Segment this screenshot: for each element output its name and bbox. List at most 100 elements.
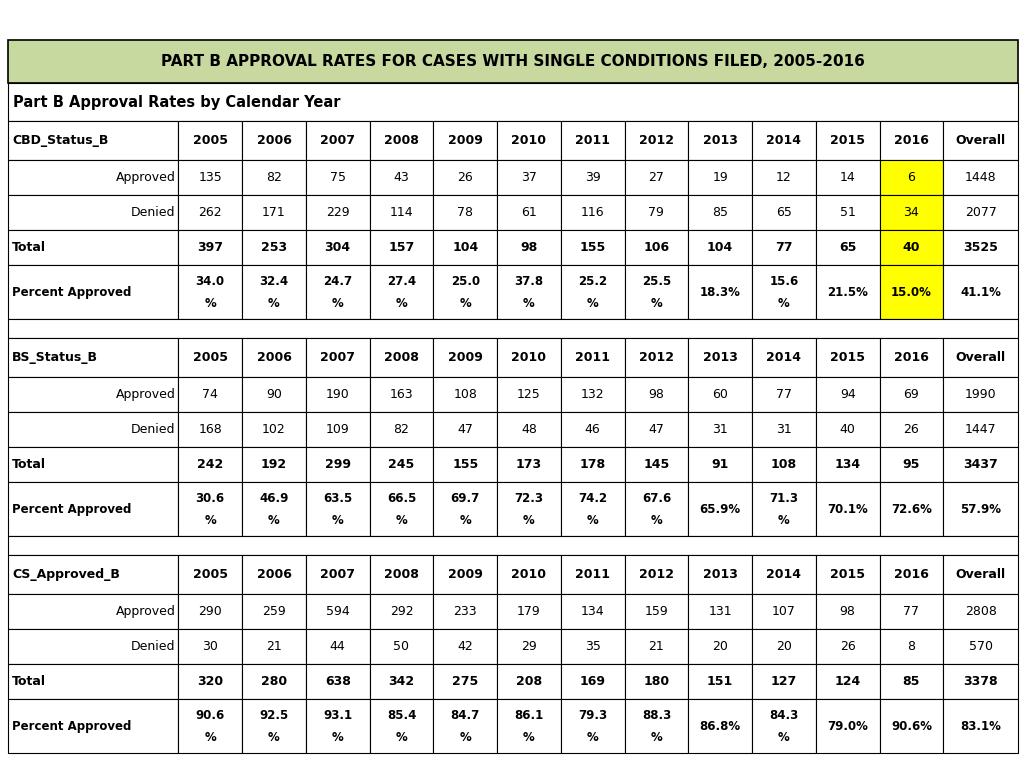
Text: 34: 34 [903,206,920,219]
Bar [816,230,880,265]
Text: 2008: 2008 [384,351,419,364]
Text: 51: 51 [840,206,856,219]
Text: 85: 85 [712,206,728,219]
Text: %: % [460,297,471,310]
Text: 25.2: 25.2 [579,275,607,288]
Text: 48: 48 [521,423,537,436]
Bar [561,121,625,160]
Bar [625,554,688,594]
Bar [943,482,1018,536]
Text: 179: 179 [517,605,541,618]
Bar [561,664,625,700]
Text: 31: 31 [776,423,792,436]
Bar [178,554,242,594]
Text: 19: 19 [713,171,728,184]
Bar [625,230,688,265]
Text: 3378: 3378 [964,675,998,688]
Text: Approved: Approved [116,171,175,184]
Bar [8,195,178,230]
Bar [561,377,625,412]
Text: %: % [778,515,790,528]
Text: 229: 229 [326,206,349,219]
Text: 135: 135 [199,171,222,184]
Bar [561,447,625,482]
Text: 65: 65 [839,241,856,254]
Bar [752,230,816,265]
Bar [561,554,625,594]
Bar [561,482,625,536]
Bar [625,594,688,629]
Text: 2008: 2008 [384,568,419,581]
Bar [688,230,752,265]
Bar [625,629,688,664]
Bar [370,482,433,536]
Bar [752,160,816,195]
Text: 107: 107 [772,605,796,618]
Bar [497,629,561,664]
Bar [625,377,688,412]
Text: 2006: 2006 [257,568,292,581]
Bar [816,195,880,230]
Bar [688,594,752,629]
Text: 2011: 2011 [575,568,610,581]
Bar [880,482,943,536]
Text: %: % [523,297,535,310]
Text: %: % [587,731,599,744]
Text: 280: 280 [261,675,287,688]
Bar [880,377,943,412]
Bar [943,265,1018,319]
Bar [625,482,688,536]
Text: 134: 134 [835,458,861,472]
Bar [8,629,178,664]
Bar [8,160,178,195]
Bar [816,160,880,195]
Bar [497,377,561,412]
Bar [370,338,433,377]
Bar [880,554,943,594]
Bar [433,377,497,412]
Text: 109: 109 [326,423,349,436]
Text: Percent Approved: Percent Approved [12,720,131,733]
Bar [242,554,306,594]
Bar [8,40,1018,84]
Text: 2005: 2005 [193,351,227,364]
Bar [752,554,816,594]
Bar [752,195,816,230]
Bar [688,664,752,700]
Text: 242: 242 [197,458,223,472]
Text: 18.3%: 18.3% [699,286,740,299]
Text: 83.1%: 83.1% [961,720,1001,733]
Bar [8,447,178,482]
Text: 2007: 2007 [321,134,355,147]
Bar [370,377,433,412]
Bar [433,700,497,753]
Bar [752,447,816,482]
Text: 21: 21 [648,640,665,653]
Text: 46: 46 [585,423,600,436]
Text: 2010: 2010 [511,351,547,364]
Text: 2015: 2015 [830,351,865,364]
Bar [370,664,433,700]
Text: 106: 106 [643,241,670,254]
Text: 84.3: 84.3 [769,709,799,722]
Bar [497,195,561,230]
Text: 43: 43 [393,171,410,184]
Text: 108: 108 [771,458,797,472]
Text: 84.7: 84.7 [451,709,480,722]
Text: 65: 65 [776,206,792,219]
Bar [178,338,242,377]
Bar [943,700,1018,753]
Bar [752,412,816,447]
Text: 65.9%: 65.9% [699,502,740,515]
Text: 91: 91 [712,458,729,472]
Bar [943,664,1018,700]
Text: %: % [205,297,216,310]
Bar [625,160,688,195]
Bar [880,338,943,377]
Text: 27.4: 27.4 [387,275,416,288]
Text: 638: 638 [325,675,350,688]
Text: 40: 40 [902,241,921,254]
Bar [306,482,370,536]
Text: 155: 155 [580,241,606,254]
Bar [625,412,688,447]
